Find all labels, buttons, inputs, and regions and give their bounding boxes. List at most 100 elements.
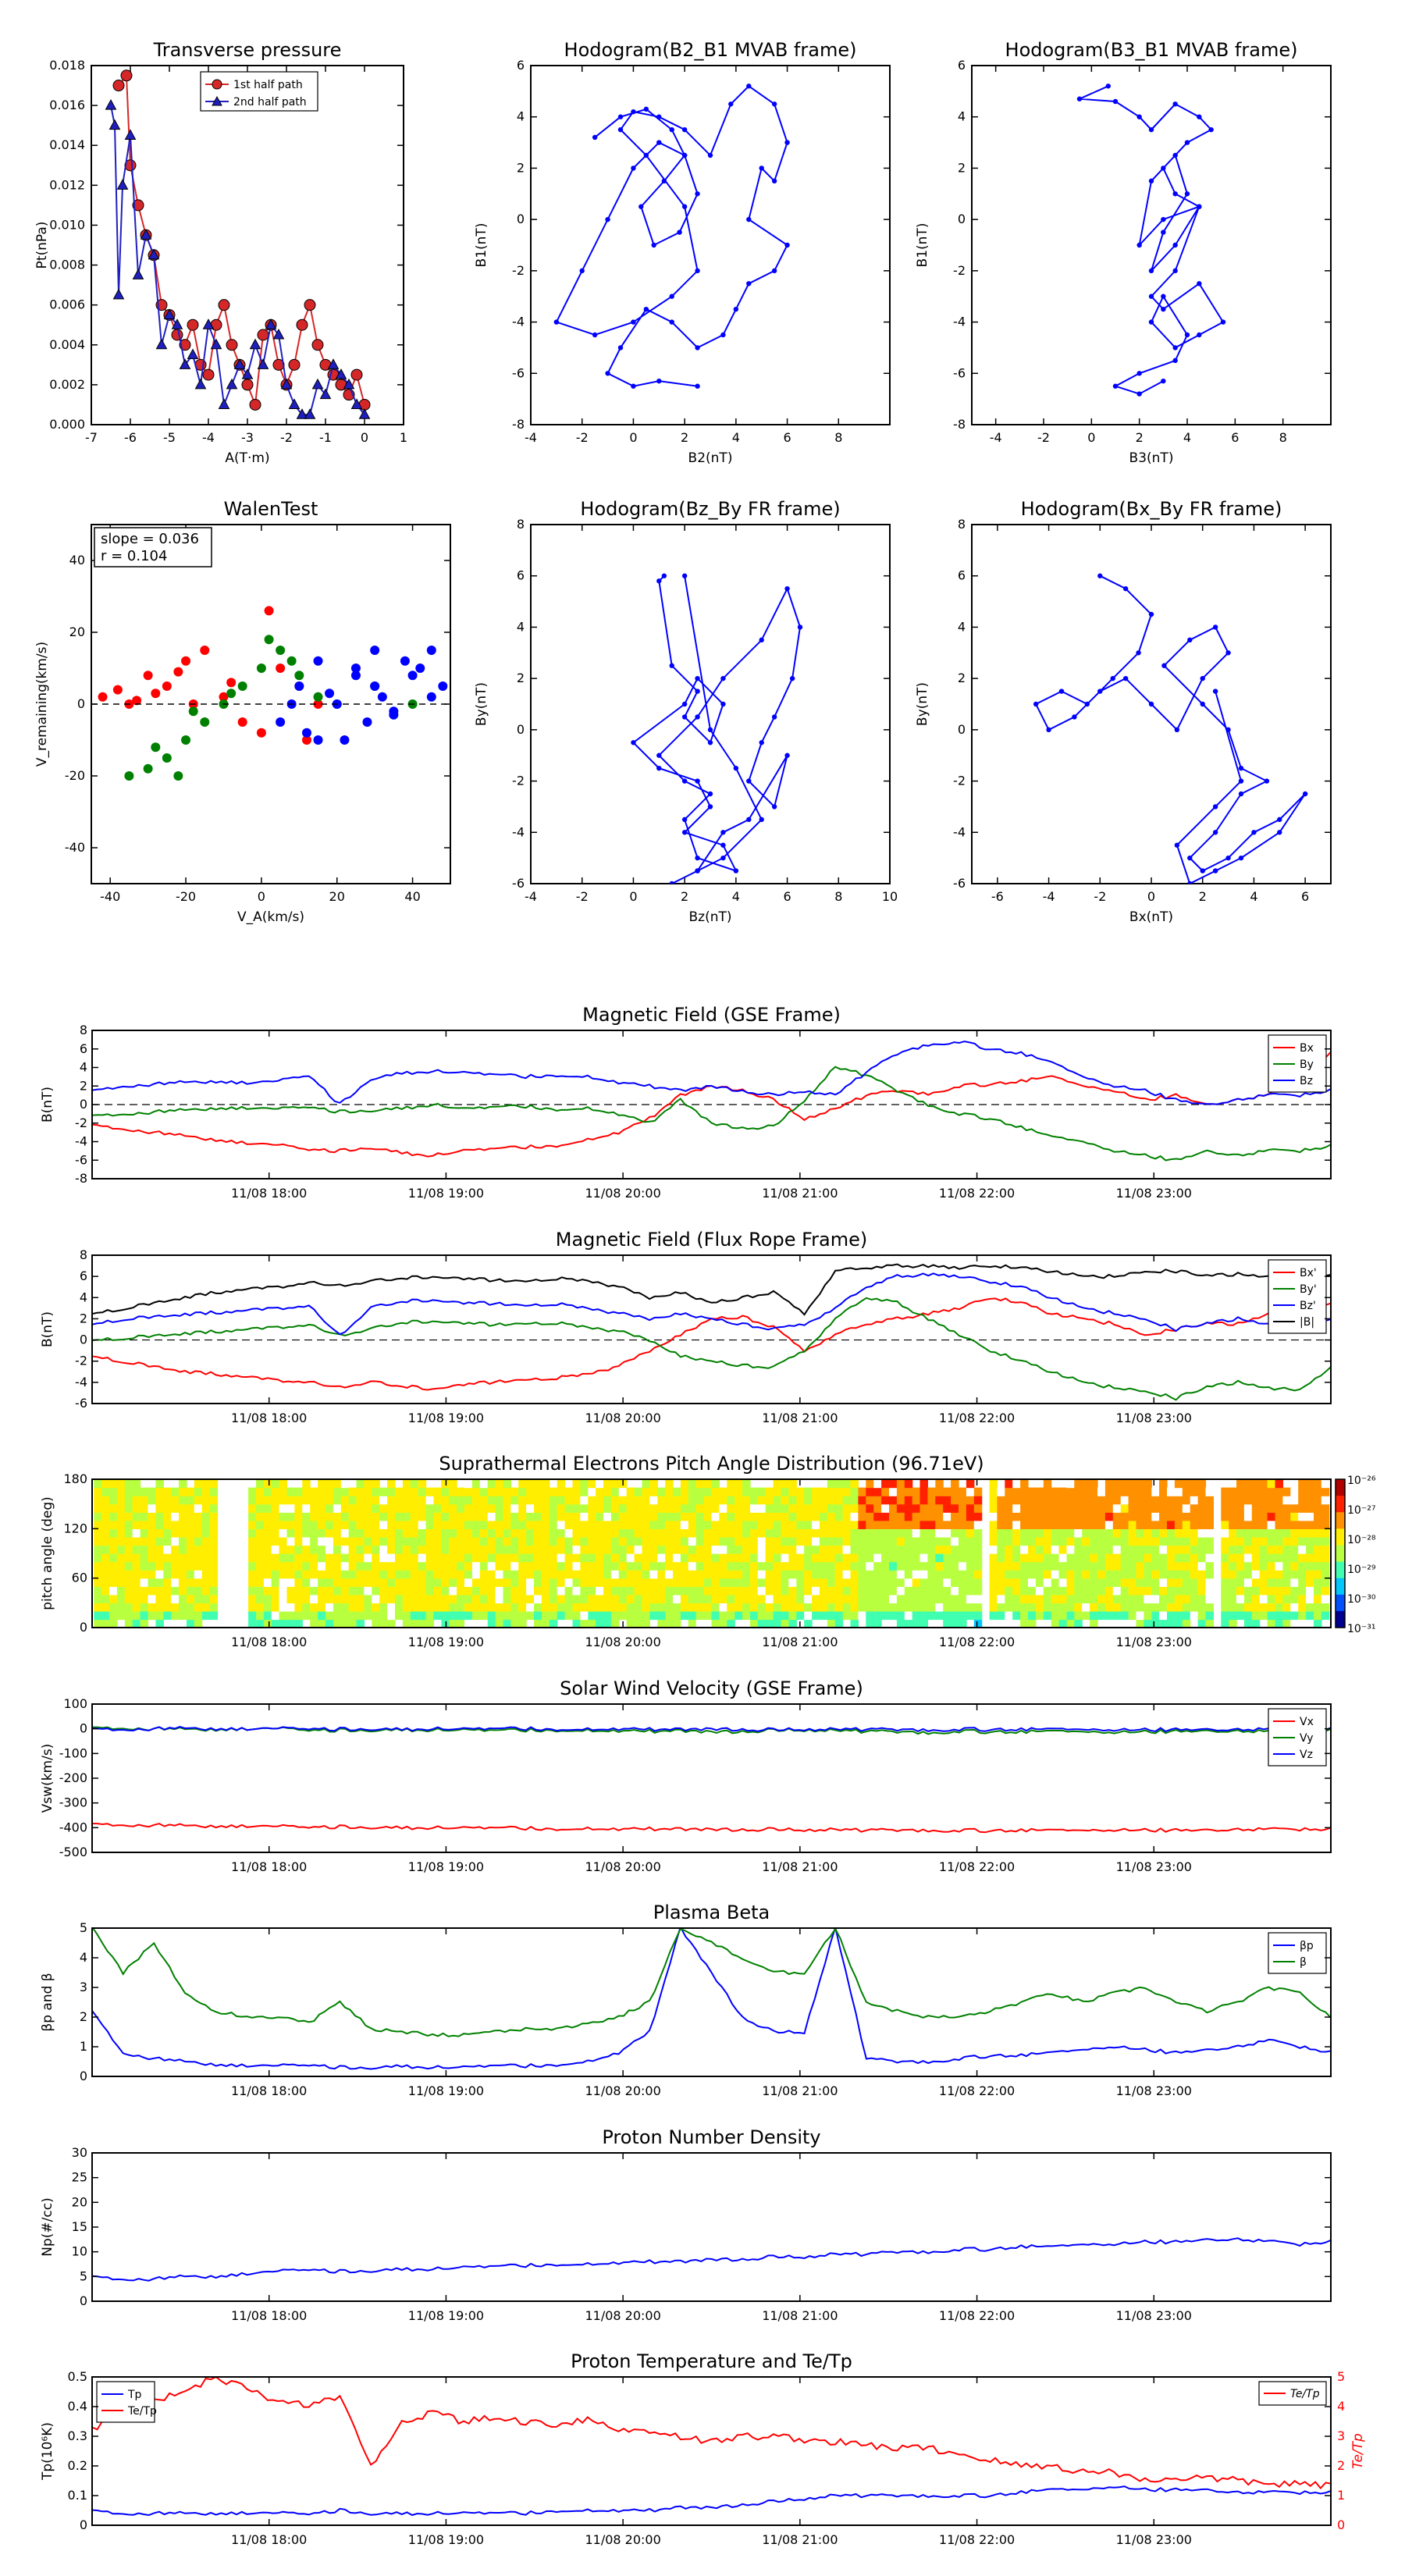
heatmap-cell	[610, 1528, 620, 1538]
heatmap-cell	[1058, 1594, 1068, 1603]
data-point	[304, 408, 316, 419]
heatmap-cell	[1005, 1545, 1013, 1554]
heatmap-cell	[163, 1487, 172, 1496]
heatmap-cell	[487, 1578, 496, 1587]
heatmap-cell	[340, 1586, 350, 1596]
heatmap-cell	[703, 1545, 713, 1554]
heatmap-cell	[1066, 1570, 1075, 1579]
data-point	[1148, 126, 1154, 133]
y-tick-label: -6	[75, 1152, 87, 1167]
heatmap-cell	[735, 1503, 743, 1513]
heatmap-cell	[1159, 1528, 1168, 1538]
heatmap-cell	[256, 1561, 265, 1571]
heatmap-cell	[904, 1503, 913, 1513]
heatmap-cell	[495, 1586, 504, 1596]
heatmap-cell	[966, 1496, 975, 1505]
data-point	[1212, 868, 1218, 873]
heatmap-cell	[773, 1553, 782, 1563]
legend-label: Te/Tp	[1290, 2388, 1320, 2400]
chart-h4: Hodogram(Bx_By FR frame)Bx(nT)By(nT)-6 -4…	[915, 498, 1332, 925]
heatmap-cell	[471, 1578, 481, 1587]
data-point	[661, 573, 667, 578]
heatmap-cell	[858, 1578, 866, 1587]
heatmap-cell	[471, 1545, 481, 1554]
heatmap-cell	[163, 1578, 172, 1587]
heatmap-cell	[765, 1570, 774, 1579]
heatmap-cell	[109, 1528, 118, 1538]
data-point	[108, 119, 121, 130]
heatmap-cell	[1090, 1578, 1098, 1587]
heatmap-cell	[727, 1528, 735, 1538]
heatmap-cell	[1182, 1520, 1191, 1529]
heatmap-cell	[171, 1536, 180, 1546]
heatmap-cell	[1282, 1512, 1291, 1521]
heatmap-cell	[471, 1561, 481, 1571]
heatmap-cell	[742, 1512, 751, 1521]
data-point	[1238, 765, 1244, 771]
heatmap-cell	[889, 1545, 898, 1554]
heatmap-cell	[140, 1503, 149, 1513]
heatmap-cell	[503, 1619, 511, 1628]
heatmap-cell	[387, 1512, 396, 1521]
heatmap-cell	[356, 1594, 365, 1603]
x-axis-label: V_A(km/s)	[237, 909, 304, 925]
heatmap-cell	[997, 1594, 1005, 1603]
heatmap-cell	[781, 1553, 789, 1563]
heatmap-cell	[657, 1619, 666, 1628]
heatmap-cell	[657, 1594, 666, 1603]
heatmap-cell	[596, 1570, 604, 1579]
heatmap-cell	[1058, 1586, 1068, 1596]
heatmap-cell	[727, 1520, 735, 1529]
heatmap-cell	[155, 1503, 164, 1513]
heatmap-cell	[487, 1610, 496, 1621]
heatmap-cell	[557, 1578, 566, 1587]
heatmap-cell	[163, 1586, 172, 1596]
heatmap-cell	[703, 1487, 713, 1496]
heatmap-cell	[1221, 1487, 1229, 1496]
heatmap-cell	[379, 1496, 388, 1505]
heatmap-cell	[379, 1578, 388, 1587]
heatmap-cell	[140, 1496, 149, 1505]
data-point	[327, 358, 340, 369]
heatmap-cell	[1190, 1479, 1199, 1489]
heatmap-cell	[310, 1536, 318, 1546]
heatmap-cell	[1128, 1520, 1137, 1529]
series-line-Vz	[92, 1726, 1331, 1733]
heatmap-cell	[495, 1578, 504, 1587]
heatmap-cell	[510, 1487, 519, 1496]
series-line-By'	[92, 1297, 1331, 1401]
heatmap-cell	[1066, 1528, 1075, 1538]
y-tick-label: 120	[63, 1521, 87, 1535]
heatmap-cell	[1182, 1545, 1191, 1554]
heatmap-cell	[425, 1503, 435, 1513]
heatmap-cell	[1151, 1594, 1160, 1603]
heatmap-cell	[804, 1578, 813, 1587]
heatmap-cell	[194, 1496, 203, 1505]
heatmap-cell	[372, 1545, 380, 1554]
heatmap-cell	[1051, 1528, 1060, 1538]
heatmap-cell	[850, 1496, 859, 1505]
heatmap-cell	[1120, 1561, 1129, 1571]
data-point	[358, 408, 371, 419]
y-tick-label: 3	[80, 1980, 87, 1994]
heatmap-cell	[989, 1594, 998, 1603]
data-point	[631, 165, 636, 171]
heatmap-cell	[896, 1479, 905, 1489]
heatmap-cell	[765, 1610, 774, 1621]
heatmap-cell	[1120, 1594, 1129, 1603]
data-point	[695, 714, 700, 720]
heatmap-cell	[387, 1487, 396, 1496]
data-point	[784, 242, 790, 248]
heatmap-cell	[588, 1586, 596, 1596]
heatmap-cell	[356, 1619, 365, 1628]
heatmap-cell	[395, 1553, 404, 1563]
data-point	[335, 368, 347, 379]
heatmap-cell	[179, 1594, 187, 1603]
heatmap-cell	[1321, 1603, 1330, 1612]
heatmap-cell	[765, 1487, 774, 1496]
heatmap-cell	[318, 1570, 326, 1579]
heatmap-cell	[534, 1578, 542, 1587]
x-tick-label: 6	[783, 430, 791, 445]
x-tick-label: 11/08 18:00	[231, 1859, 307, 1874]
heatmap-cell	[1028, 1545, 1037, 1554]
